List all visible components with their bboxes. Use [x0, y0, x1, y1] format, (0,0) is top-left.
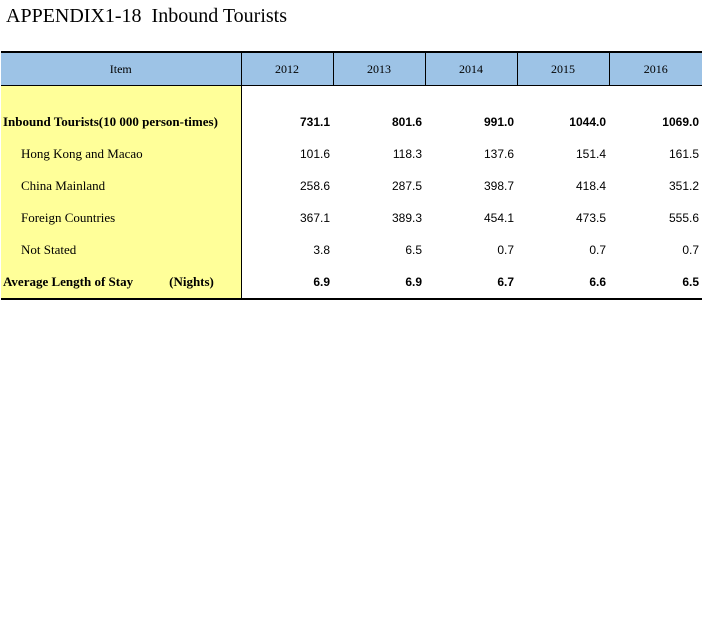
table-cell: 258.6 [299, 179, 330, 193]
table-cell: 118.3 [392, 147, 422, 161]
header-item: Item [1, 51, 241, 86]
row-label: Average Length of Stay (Nights) [1, 266, 242, 300]
table-cell: 351.2 [668, 179, 699, 193]
inbound-tourists-table: Item 2012 2013 2014 2015 2016 Inbound To… [1, 51, 702, 300]
table-row: Hong Kong and Macao 101.6 118.3 137.6 15… [1, 138, 702, 170]
row-label: Hong Kong and Macao [1, 138, 242, 170]
table-cell: 3.8 [313, 243, 330, 257]
table-cell: 454.1 [483, 211, 514, 225]
table-cell: 731.1 [299, 115, 330, 129]
table-cell: 0.7 [497, 243, 514, 257]
table-cell: 161.5 [668, 147, 699, 161]
table-cell: 6.9 [241, 266, 333, 300]
table-cell: 418.4 [575, 179, 606, 193]
table-cell: 398.7 [483, 179, 514, 193]
row-label: Not Stated [1, 234, 242, 266]
table-row: Inbound Tourists(10 000 person-times) 73… [1, 106, 702, 138]
header-year: 2014 [424, 51, 517, 86]
table-cell: 367.1 [299, 211, 330, 225]
table-row: Foreign Countries 367.1 389.3 454.1 473.… [1, 202, 702, 234]
table-cell: 101.6 [299, 147, 330, 161]
spacer-row [1, 85, 702, 106]
row-label: Foreign Countries [1, 202, 242, 234]
header-year: 2013 [332, 51, 425, 86]
row-unit: (Nights) [169, 274, 214, 289]
table-cell: 1069.0 [662, 115, 699, 129]
table-cell: 389.3 [391, 211, 422, 225]
row-label: Inbound Tourists(10 000 person-times) [1, 106, 242, 138]
header-year: 2012 [240, 51, 333, 86]
table-row: Not Stated 3.8 6.5 0.7 0.7 0.7 [1, 234, 702, 266]
header-year: 2015 [516, 51, 609, 86]
table-cell: 801.6 [391, 115, 422, 129]
page-title: APPENDIX1-18 Inbound Tourists [6, 5, 288, 27]
header-row: Item 2012 2013 2014 2015 2016 [1, 51, 702, 86]
table-cell: 6.7 [425, 266, 517, 300]
table-cell: 473.5 [575, 211, 606, 225]
table-cell: 287.5 [391, 179, 422, 193]
row-label-text: Average Length of Stay [3, 274, 134, 289]
header-year: 2016 [608, 51, 702, 86]
table-cell: 6.6 [517, 266, 609, 300]
table-row: Average Length of Stay (Nights) 6.9 6.9 6… [1, 266, 702, 300]
table-cell: 0.7 [589, 243, 606, 257]
table-cell: 991.0 [483, 115, 514, 129]
table-cell: 137.6 [483, 147, 514, 161]
table-cell: 6.5 [609, 266, 702, 300]
table-cell: 555.6 [668, 211, 699, 225]
row-label: China Mainland [1, 170, 242, 202]
table-cell: 6.5 [405, 243, 422, 257]
table-cell: 151.4 [575, 147, 606, 161]
table-cell: 6.9 [333, 266, 425, 300]
table-row: China Mainland 258.6 287.5 398.7 418.4 3… [1, 170, 702, 202]
table-cell: 1044.0 [569, 115, 606, 129]
table-cell: 0.7 [682, 243, 699, 257]
